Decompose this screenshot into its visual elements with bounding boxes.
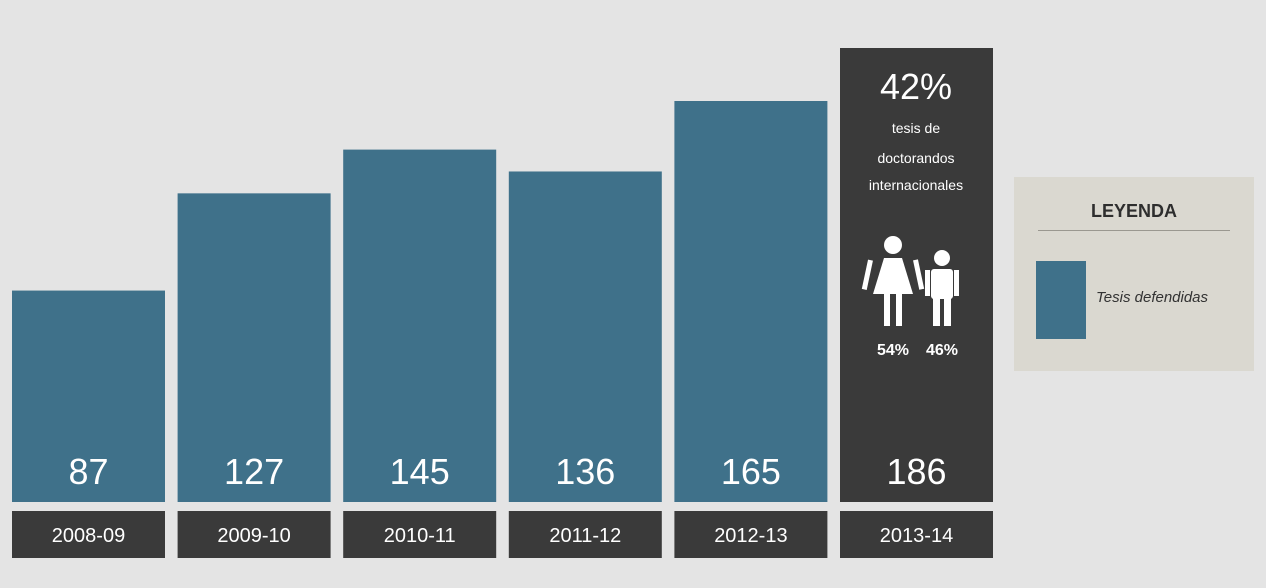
category-label: 2009-10 xyxy=(217,525,290,547)
bar xyxy=(508,171,662,502)
bar-value-label: 136 xyxy=(555,451,615,492)
highlight-desc-line-1: tesis de xyxy=(892,120,940,136)
bar xyxy=(177,193,331,503)
highlight-desc-line-2: doctorandos xyxy=(877,150,954,166)
category-label: 2008-09 xyxy=(52,525,125,547)
bar-value-label: 165 xyxy=(721,451,781,492)
female-icon xyxy=(861,236,925,326)
bar-value-label: 186 xyxy=(886,451,946,492)
bar xyxy=(343,149,497,502)
male-icon xyxy=(925,250,959,326)
highlight-desc-line-3: internacionales xyxy=(869,177,963,193)
legend-label: Tesis defendidas xyxy=(1096,289,1209,306)
bar xyxy=(12,290,165,502)
category-box xyxy=(674,511,828,558)
legend-divider xyxy=(1038,230,1230,231)
category-box xyxy=(840,511,993,558)
category-label: 2010-11 xyxy=(384,525,456,547)
male-share-label: 46% xyxy=(926,342,958,359)
bar-value-label: 145 xyxy=(390,451,450,492)
bar xyxy=(674,101,828,502)
category-label: 2012-13 xyxy=(714,525,787,547)
legend-swatch xyxy=(1036,261,1086,339)
highlight-percent: 42% xyxy=(880,66,952,107)
category-box xyxy=(177,511,331,558)
category-box xyxy=(343,511,497,558)
category-box xyxy=(508,511,662,558)
legend-title: LEYENDA xyxy=(1090,201,1177,221)
female-share-label: 54% xyxy=(877,342,909,359)
category-label: 2013-14 xyxy=(880,525,953,547)
bars-group: 87 2008-09 127 2009-10 145 2010-11 136 2011-12 1… xyxy=(12,48,993,558)
category-box xyxy=(12,511,165,558)
bar-value-label: 87 xyxy=(68,451,108,492)
bar-value-label: 127 xyxy=(224,451,284,492)
category-label: 2011-12 xyxy=(549,525,621,547)
highlight-panel: 42% tesis de doctorandos internacionales… xyxy=(861,66,963,359)
legend-box: LEYENDA Tesis defendidas xyxy=(1014,177,1254,371)
